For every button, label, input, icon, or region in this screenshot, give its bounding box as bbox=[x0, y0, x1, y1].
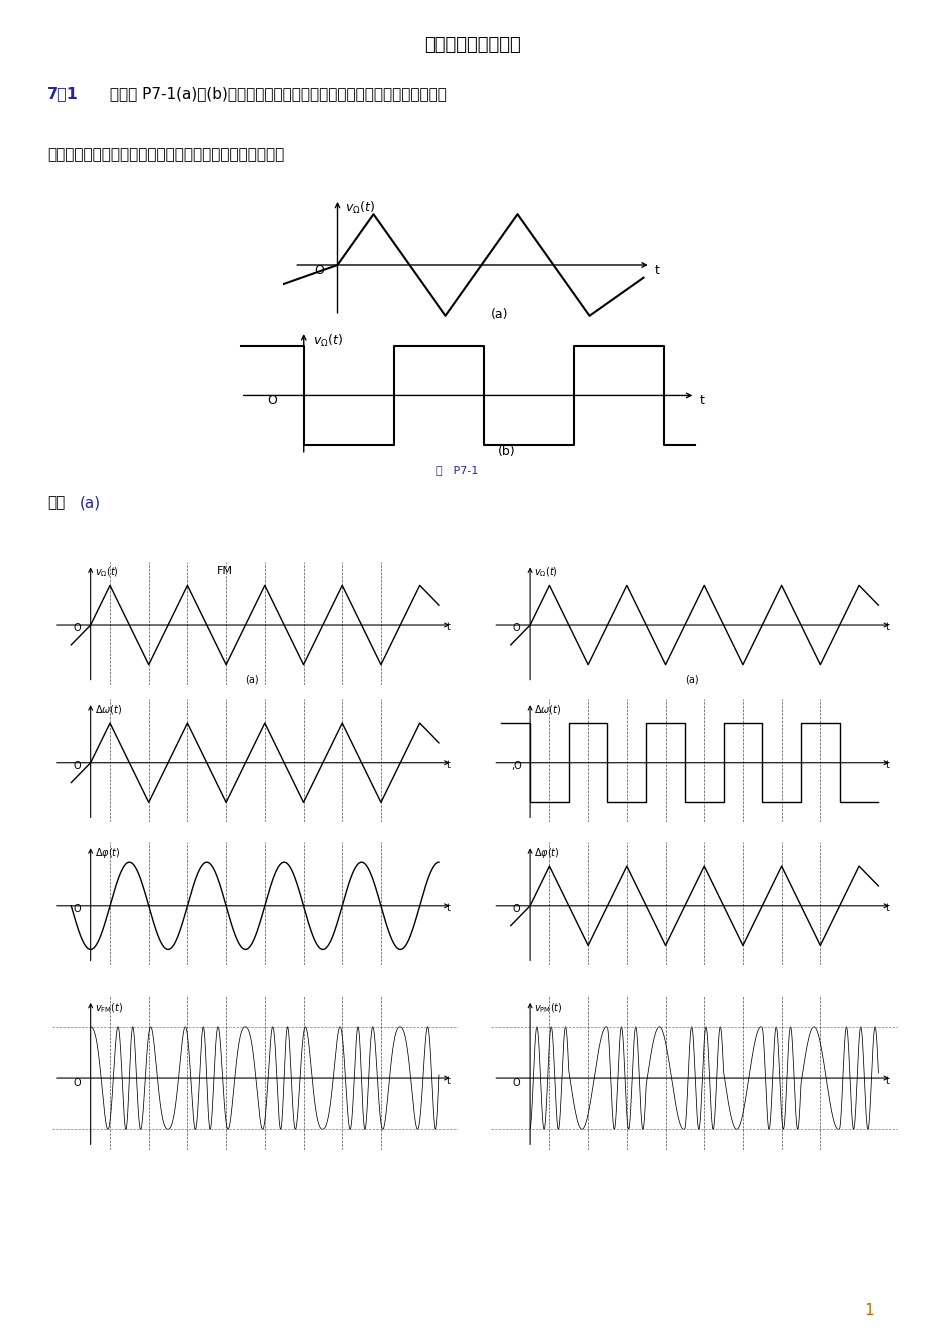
Text: 1: 1 bbox=[864, 1302, 873, 1318]
Text: t: t bbox=[885, 902, 889, 913]
Text: t: t bbox=[447, 622, 450, 632]
Text: $v_{\Omega}(t)$: $v_{\Omega}(t)$ bbox=[312, 333, 343, 349]
Text: 相波的瞬时频率与瞬时相位变化波形图及已调波的波形图。: 相波的瞬时频率与瞬时相位变化波形图及已调波的波形图。 bbox=[47, 147, 284, 162]
Text: O: O bbox=[314, 263, 324, 277]
Text: t: t bbox=[699, 394, 704, 406]
Text: 第七章习题参考答案: 第七章习题参考答案 bbox=[424, 36, 520, 53]
Text: O: O bbox=[74, 1078, 81, 1088]
Text: O: O bbox=[74, 761, 81, 770]
Text: $\Delta\varphi(t)$: $\Delta\varphi(t)$ bbox=[533, 846, 559, 860]
Text: (a): (a) bbox=[684, 675, 698, 685]
Text: (a): (a) bbox=[245, 675, 259, 685]
Text: $v_{\rm FM}(t)$: $v_{\rm FM}(t)$ bbox=[94, 1001, 123, 1015]
Text: O: O bbox=[267, 394, 277, 406]
Text: t: t bbox=[447, 1076, 450, 1087]
Text: $\Delta\omega(t)$: $\Delta\omega(t)$ bbox=[94, 703, 122, 717]
Text: O: O bbox=[513, 1078, 520, 1088]
Text: $v_{\Omega}(t)$: $v_{\Omega}(t)$ bbox=[345, 201, 375, 217]
Text: t: t bbox=[885, 1076, 889, 1087]
Text: $\Delta\omega(t)$: $\Delta\omega(t)$ bbox=[533, 703, 561, 717]
Text: 解：: 解： bbox=[47, 495, 65, 511]
Text: $v_{\rm PM}(t)$: $v_{\rm PM}(t)$ bbox=[533, 1001, 562, 1015]
Text: $v_{\Omega}(t)$: $v_{\Omega}(t)$ bbox=[94, 566, 118, 579]
Text: (a): (a) bbox=[79, 495, 100, 511]
Text: O: O bbox=[74, 904, 81, 913]
Text: P7-1: P7-1 bbox=[449, 465, 478, 476]
Text: (b): (b) bbox=[497, 445, 514, 457]
Text: 图: 图 bbox=[435, 465, 442, 476]
Text: $v_{\Omega}(t)$: $v_{\Omega}(t)$ bbox=[533, 566, 557, 579]
Text: t: t bbox=[653, 263, 659, 277]
Text: O: O bbox=[513, 904, 520, 913]
Text: t: t bbox=[447, 759, 450, 770]
Text: FM: FM bbox=[216, 567, 232, 576]
Text: t: t bbox=[885, 759, 889, 770]
Text: t: t bbox=[447, 902, 450, 913]
Text: O: O bbox=[74, 623, 81, 632]
Text: ,O: ,O bbox=[511, 761, 521, 770]
Text: 7－1: 7－1 bbox=[47, 86, 79, 100]
Text: O: O bbox=[513, 623, 520, 632]
Text: t: t bbox=[885, 622, 889, 632]
Text: 采用图 P7-1(a)、(b)所示调制信号进行角度调制时，试分别画出调频波和调: 采用图 P7-1(a)、(b)所示调制信号进行角度调制时，试分别画出调频波和调 bbox=[105, 86, 447, 100]
Text: (a): (a) bbox=[490, 309, 508, 321]
Text: $\Delta\varphi(t)$: $\Delta\varphi(t)$ bbox=[94, 846, 120, 860]
